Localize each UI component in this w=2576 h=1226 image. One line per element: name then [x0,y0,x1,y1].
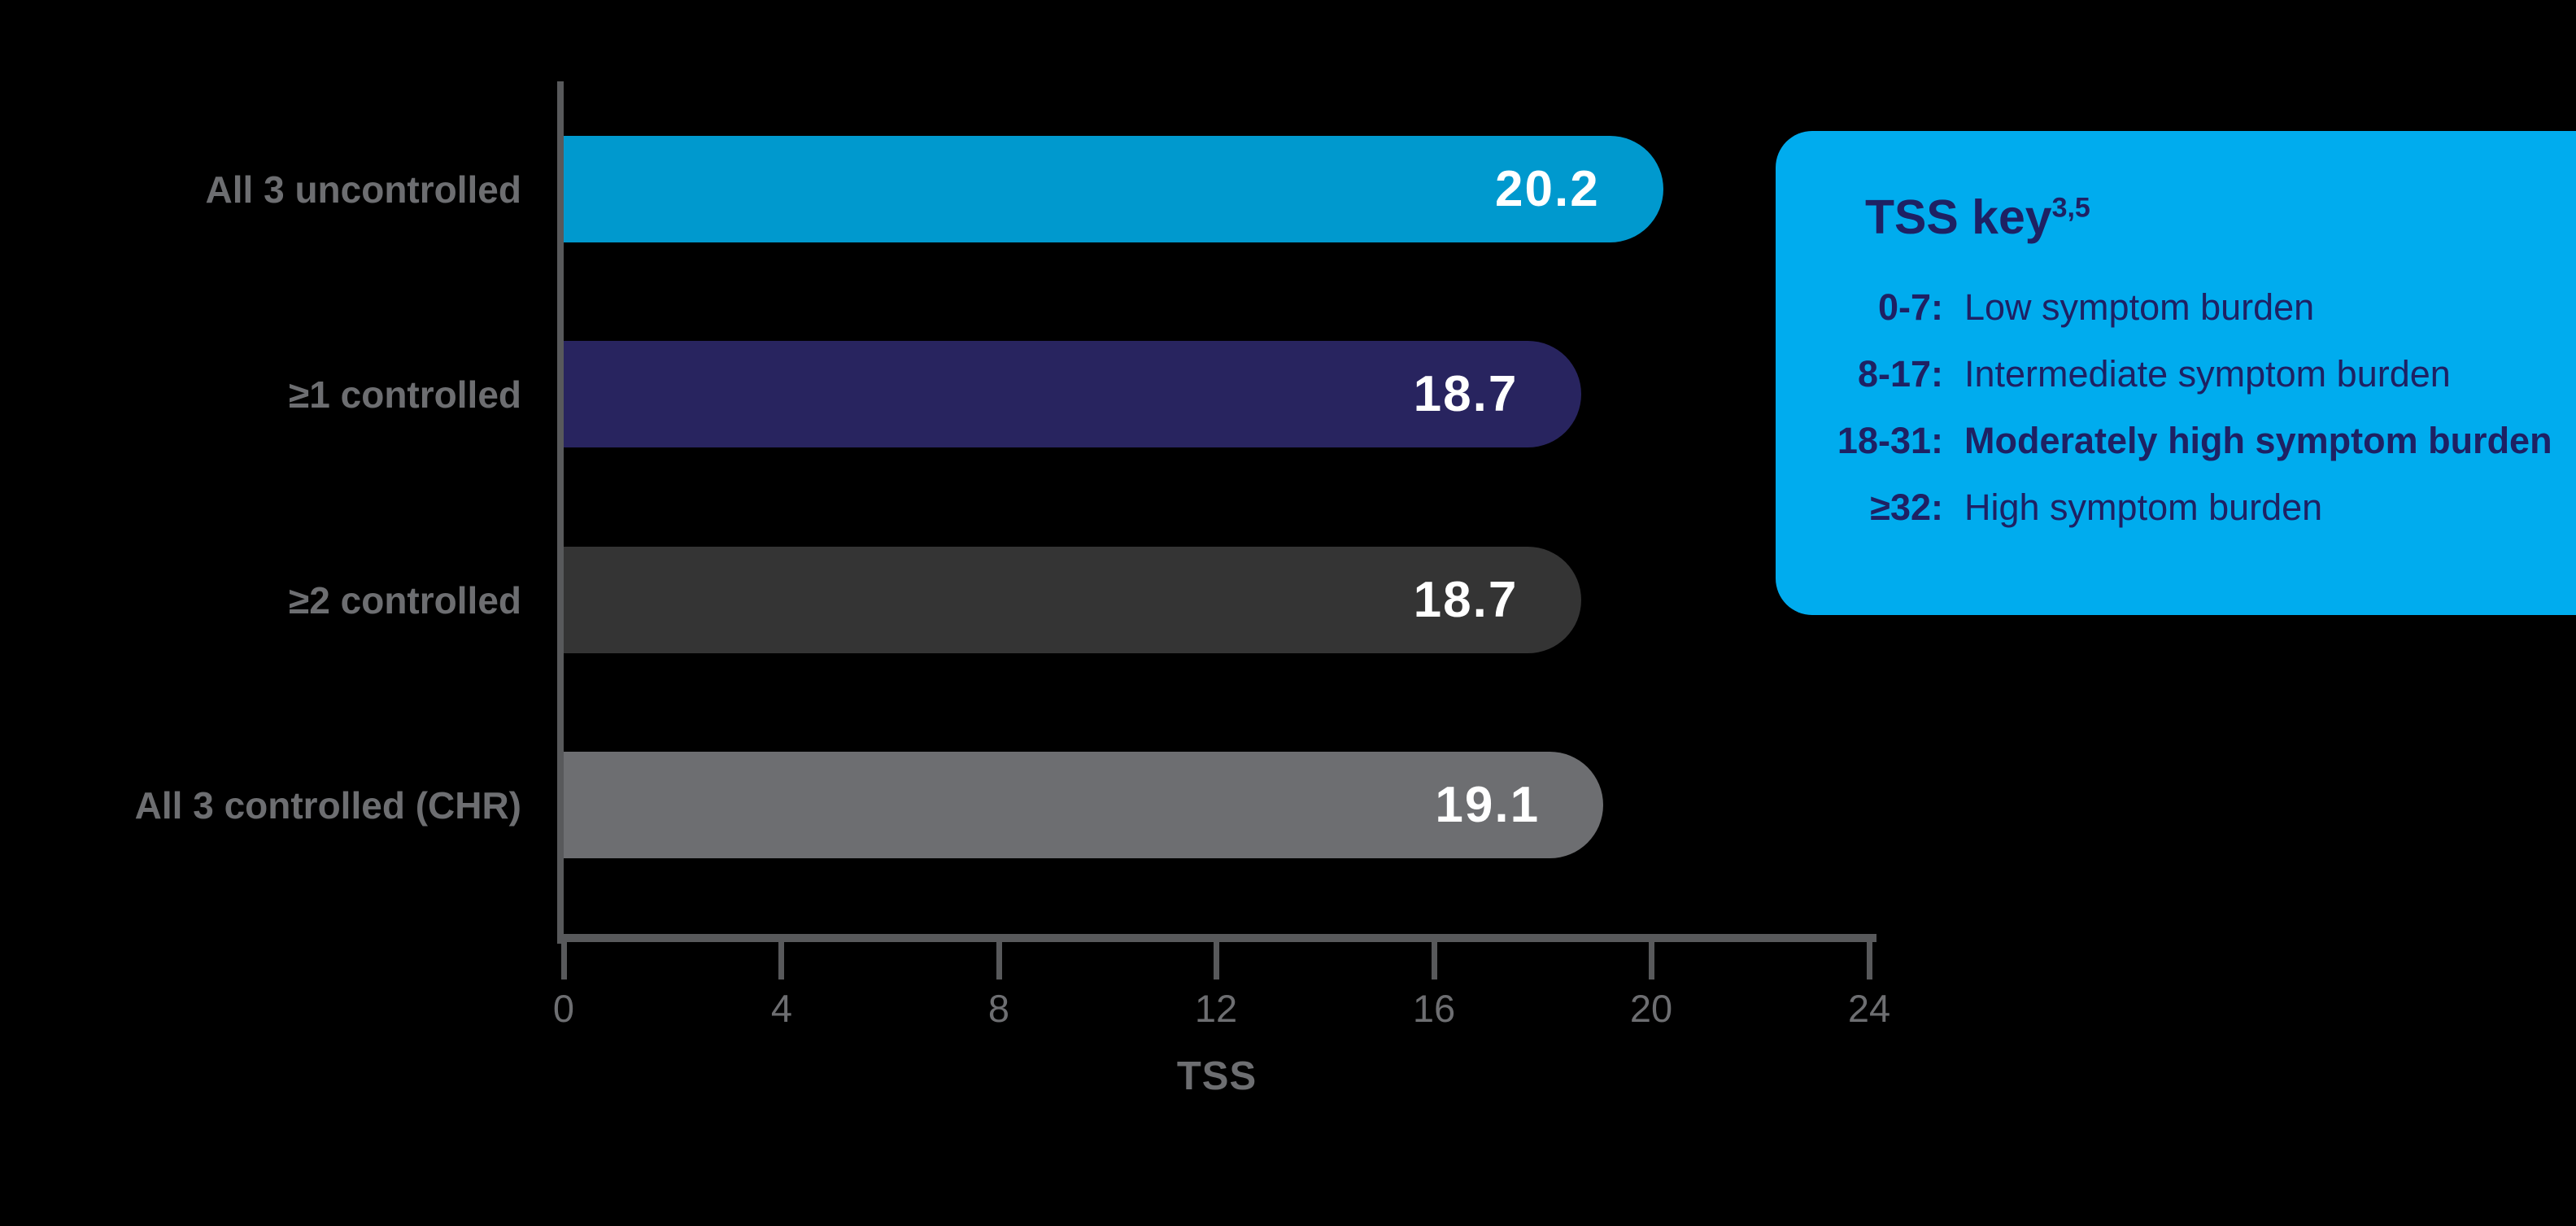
x-tick-label: 4 [770,987,793,1030]
bar-value-label: 19.1 [1435,777,1541,833]
x-tick [778,942,784,979]
bar-ge1-controlled: 18.7 [564,341,1582,447]
x-tick-label: 12 [1194,987,1238,1030]
tss-key-row-moderately-high: 18-31: Moderately high symptom burden [1776,408,2576,474]
x-tick [1214,942,1219,979]
x-tick [1867,942,1872,979]
x-axis-line [557,934,1876,942]
tss-key-title-text: TSS key [1865,190,2052,244]
category-label-all-3-uncontrolled: All 3 uncontrolled [205,168,521,211]
category-label-ge1-controlled: ≥1 controlled [289,373,521,416]
tss-key-range: 8-17: [1857,353,1943,395]
bar-row: 18.7 [564,341,1870,447]
tss-key-rows: 0-7: Low symptom burden 8-17: Intermedia… [1776,274,2576,541]
x-tick [1649,942,1654,979]
x-tick-label: 16 [1412,987,1456,1030]
x-axis-title: TSS [1176,1054,1257,1098]
plot-area: 20.2 18.7 18.7 19.1 0 4 8 [553,81,1890,1131]
bar-row: 18.7 [564,547,1870,653]
tss-key-range: 0-7: [1877,286,1943,328]
tss-key-description: High symptom burden [1964,486,2323,528]
x-tick-label: 24 [1847,987,1891,1030]
bar-value-label: 20.2 [1495,161,1600,217]
bar-ge2-controlled: 18.7 [564,547,1582,653]
bar-all-3-uncontrolled: 20.2 [564,136,1663,242]
tss-key-description: Low symptom burden [1964,286,2315,328]
tss-key-range: ≥32: [1870,486,1943,528]
tss-key-box: TSS key3,5 0-7: Low symptom burden 8-17:… [1776,131,2576,615]
x-tick [1432,942,1437,979]
tss-key-row-intermediate: 8-17: Intermediate symptom burden [1776,341,2576,408]
x-tick [561,942,567,979]
bar-value-label: 18.7 [1413,366,1519,422]
bar-row: 19.1 [564,752,1870,858]
bar-all-3-controlled-chr: 19.1 [564,752,1604,858]
category-label-all-3-controlled-chr: All 3 controlled (CHR) [134,783,521,827]
tss-key-title-superscript: 3,5 [2051,192,2090,224]
bar-row: 20.2 [564,136,1870,242]
tss-key-row-low: 0-7: Low symptom burden [1776,274,2576,341]
tss-key-range: 18-31: [1837,420,1943,461]
tss-key-row-high: ≥32: High symptom burden [1776,474,2576,541]
tss-key-description: Moderately high symptom burden [1964,420,2552,461]
y-axis-line [557,81,564,944]
x-tick-label: 8 [987,987,1010,1030]
bar-value-label: 18.7 [1413,572,1519,628]
tss-key-description: Intermediate symptom burden [1964,353,2451,395]
tss-key-title: TSS key3,5 [1865,190,2090,245]
x-tick-label: 20 [1629,987,1673,1030]
x-tick-label: 0 [552,987,575,1030]
x-tick [996,942,1002,979]
category-label-ge2-controlled: ≥2 controlled [289,578,521,622]
